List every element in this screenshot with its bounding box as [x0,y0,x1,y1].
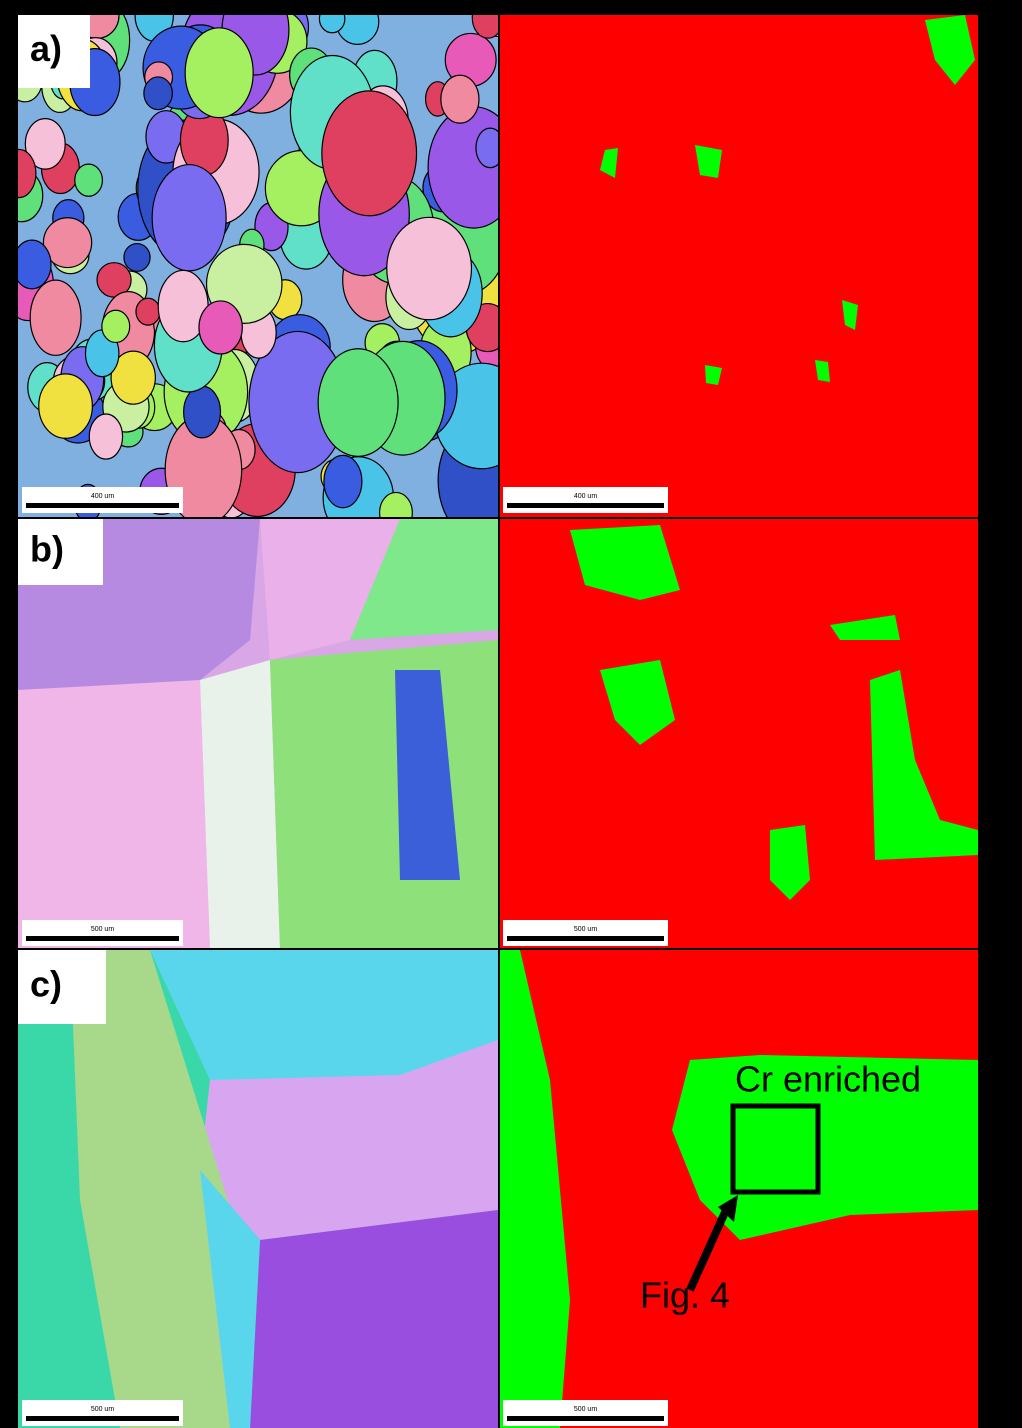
scale-label: 500 um [91,1406,115,1413]
scale-label: 500 um [574,926,598,933]
figure: Cr enriched Fig. 4 a) 400 um 400 um b) 500 u… [0,0,1022,1428]
scale-label: 400 um [574,493,598,500]
scale-box [503,1400,668,1426]
scale-bar [26,936,179,941]
region-label: Cr enriched [735,1059,921,1100]
grain [89,414,122,459]
scale-label: 500 um [91,926,115,933]
scale-label: 400 um [91,493,115,500]
grain [387,217,472,319]
scale-bar [26,1416,179,1421]
scale-bar [26,503,179,508]
arrow-label: Fig. 4 [640,1275,730,1316]
grain [144,77,172,110]
grain [199,301,242,354]
grain [102,310,130,342]
scale-bar [507,1416,664,1421]
scale-box [503,487,668,513]
grain [441,75,479,123]
scale-box [22,1400,183,1426]
grain [136,298,160,325]
scale-box [22,487,183,513]
panel-label: b) [30,529,64,570]
grain [75,164,103,196]
phase-map-a [500,15,978,517]
grain [185,28,253,118]
grain [30,280,81,355]
scale-box [503,920,668,946]
grain [324,455,362,507]
scale-bar [507,503,664,508]
grain [124,244,150,272]
grain [152,165,226,271]
grain [13,240,51,289]
scale-box [22,920,183,946]
scale-bar [507,936,664,941]
grain [318,349,398,457]
grain [322,91,417,216]
grain [184,386,221,438]
scale-label: 500 um [574,1406,598,1413]
panel-label: c) [30,964,62,1005]
grain [39,374,93,438]
panel-label: a) [30,28,62,69]
